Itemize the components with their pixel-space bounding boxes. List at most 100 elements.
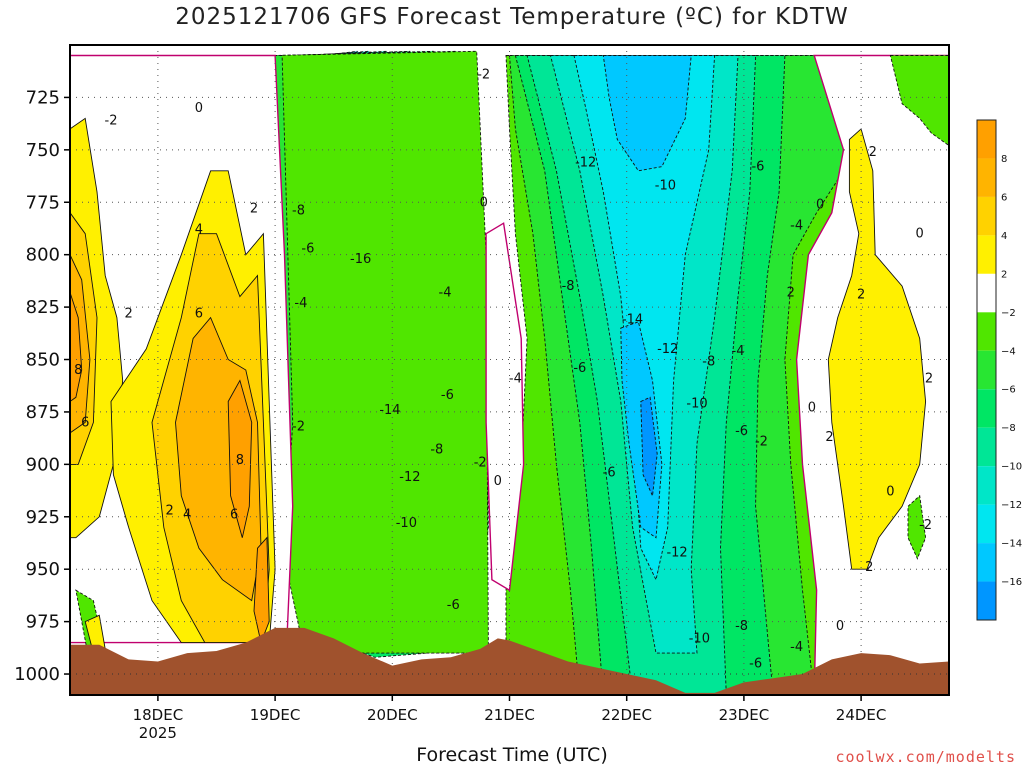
contour-label-21: -6	[441, 388, 454, 403]
colorbar-swatch-11	[977, 543, 996, 582]
colorbar-swatch-7	[977, 389, 996, 428]
colorbar-label-4: −2	[1001, 308, 1016, 319]
colorbar-label-5: −4	[1001, 346, 1016, 357]
region-28	[70, 292, 83, 403]
x-tick-label-20DEC: 20DEC	[367, 706, 418, 724]
contour-label-29: -8	[562, 279, 575, 294]
contour-label-27: -2	[477, 67, 490, 82]
colorbar-swatch-10	[977, 504, 996, 544]
contour-label-32: -12	[575, 155, 596, 170]
contour-label-38: -10	[686, 397, 707, 412]
gridlines	[70, 45, 949, 695]
contour-label-42: -10	[689, 631, 710, 646]
colorbar: 8 6 4 2 −2 −4 −6 −8 −10 −12 −14 −16	[976, 119, 1022, 621]
x-axis-label: Forecast Time (UTC)	[416, 744, 608, 766]
contour-label-16: -16	[350, 252, 371, 267]
region-21	[889, 55, 949, 147]
contour-label-7: 6	[81, 415, 89, 430]
contour-label-54: 2	[857, 288, 865, 303]
contour-label-46: -6	[751, 160, 764, 175]
contour-label-9: 2	[165, 503, 173, 518]
contour-label-13: -8	[292, 204, 305, 219]
chart-title: 2025121706 GFS Forecast Temperature (ºC)…	[175, 4, 849, 30]
contour-label-5: 6	[195, 306, 203, 321]
contour-label-57: 2	[865, 560, 873, 575]
contour-label-47: -4	[790, 218, 803, 233]
colorbar-label-11: −16	[1001, 577, 1022, 588]
y-tick-label-1000: 1000	[14, 664, 60, 685]
colorbar-label-0: 8	[1001, 154, 1007, 165]
y-tick-label-850: 850	[26, 350, 60, 371]
colorbar-swatch-0	[977, 120, 996, 159]
colorbar-swatch-5	[977, 312, 996, 351]
region-15	[573, 55, 716, 582]
contour-label-58: -2	[919, 518, 932, 533]
contour-label-33: -10	[655, 178, 676, 193]
region-18	[640, 396, 658, 498]
contour-label-35: -12	[657, 342, 678, 357]
contour-label-6: 8	[74, 363, 82, 378]
credit-text: coolwx.com/modelts	[835, 748, 1016, 766]
y-tick-label-975: 975	[26, 612, 60, 633]
colorbar-label-9: −12	[1001, 500, 1022, 511]
y-tick-label-825: 825	[26, 297, 60, 318]
contour-label-8: 8	[236, 453, 244, 468]
contour-label-0: -2	[105, 113, 118, 128]
x-tick-label-21DEC: 21DEC	[484, 706, 535, 724]
contour-label-31: -6	[603, 466, 616, 481]
colorbar-swatch-2	[977, 196, 996, 236]
contour-label-18: -12	[399, 470, 420, 485]
contour-label-23: -6	[447, 598, 460, 613]
contour-label-41: -12	[666, 545, 687, 560]
contour-label-2: 2	[250, 202, 258, 217]
contour-label-20: -8	[430, 443, 443, 458]
colorbar-label-2: 4	[1001, 231, 1007, 242]
colorbar-swatch-6	[977, 350, 996, 390]
region-23	[827, 128, 927, 570]
contour-label-4: 2	[124, 306, 132, 321]
contour-label-10: 4	[183, 508, 191, 523]
y-tick-label-900: 900	[26, 454, 60, 475]
contour-label-1: 0	[195, 101, 203, 116]
y-tick-label-950: 950	[26, 559, 60, 580]
contour-label-17: -14	[379, 403, 400, 418]
colorbar-swatch-9	[977, 466, 996, 505]
y-tick-label-775: 775	[26, 192, 60, 213]
contour-label-39: -6	[735, 424, 748, 439]
region-16	[602, 55, 692, 172]
contour-label-19: -10	[396, 516, 417, 531]
colorbar-label-8: −10	[1001, 462, 1022, 473]
x-tick-label-18DEC: 18DEC	[133, 706, 184, 724]
colorbar-swatch-3	[977, 235, 996, 274]
colorbar-label-10: −14	[1001, 539, 1022, 550]
contour-label-28: -4	[509, 371, 522, 386]
contour-label-40: -2	[755, 434, 768, 449]
contour-label-48: 0	[816, 197, 824, 212]
contour-label-53: 0	[916, 227, 924, 242]
region-7	[272, 50, 489, 654]
terrain-surface	[70, 627, 949, 695]
contour-label-52: 2	[869, 145, 877, 160]
temperature-regions	[70, 50, 949, 695]
y-tick-label-875: 875	[26, 402, 60, 423]
region-19	[485, 222, 525, 592]
region-32	[227, 379, 253, 538]
contour-label-11: 6	[230, 508, 238, 523]
terrain	[70, 627, 949, 695]
x-tick-label-23DEC: 23DEC	[719, 706, 770, 724]
contour-label-12: -2	[292, 420, 305, 435]
y-tick-label-925: 925	[26, 507, 60, 528]
colorbar-label-1: 6	[1001, 192, 1007, 203]
colorbar-label-3: 2	[1001, 269, 1007, 280]
region-22	[907, 494, 927, 560]
contour-label-25: 0	[480, 195, 488, 210]
contour-label-14: -6	[301, 241, 314, 256]
contour-label-50: 0	[808, 401, 816, 416]
colorbar-swatch-1	[977, 158, 996, 197]
contour-label-44: -6	[749, 657, 762, 672]
x-tick-label-22DEC: 22DEC	[601, 706, 652, 724]
contour-label-51: 2	[825, 430, 833, 445]
